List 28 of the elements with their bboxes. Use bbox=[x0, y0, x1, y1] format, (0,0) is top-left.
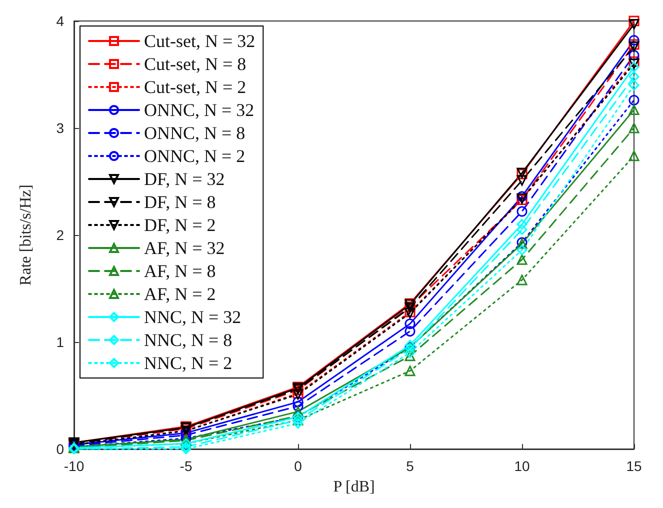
y-axis-title: Rate [bits/s/Hz] bbox=[18, 184, 34, 286]
legend-label: NNC, N = 8 bbox=[144, 330, 232, 350]
y-tick-label: 2 bbox=[56, 227, 64, 243]
legend-label: DF, N = 8 bbox=[144, 192, 216, 212]
legend-label: AF, N = 8 bbox=[144, 261, 216, 281]
y-tick-label: 0 bbox=[56, 441, 64, 457]
legend-label: NNC, N = 2 bbox=[144, 353, 232, 373]
y-tick-label: 4 bbox=[56, 13, 64, 29]
legend-label: ONNC, N = 32 bbox=[144, 100, 254, 120]
x-tick-label: -10 bbox=[64, 458, 84, 474]
legend-label: AF, N = 2 bbox=[144, 284, 216, 304]
x-tick-label: -5 bbox=[180, 458, 192, 474]
legend-label: NNC, N = 32 bbox=[144, 307, 242, 327]
legend-label: ONNC, N = 2 bbox=[144, 146, 246, 166]
legend-label: Cut-set, N = 8 bbox=[144, 54, 246, 74]
x-tick-label: 10 bbox=[514, 458, 530, 474]
legend-label: Cut-set, N = 32 bbox=[144, 31, 256, 51]
x-axis-title: P [dB] bbox=[333, 478, 375, 496]
y-tick-label: 1 bbox=[56, 334, 64, 350]
x-tick-label: 15 bbox=[626, 458, 642, 474]
legend-label: DF, N = 2 bbox=[144, 215, 216, 235]
legend-label: DF, N = 32 bbox=[144, 169, 225, 189]
x-tick-label: 0 bbox=[294, 458, 302, 474]
y-tick-label: 3 bbox=[56, 120, 64, 136]
legend-label: ONNC, N = 8 bbox=[144, 123, 246, 143]
x-tick-label: 5 bbox=[406, 458, 414, 474]
legend-label: Cut-set, N = 2 bbox=[144, 77, 246, 97]
legend-label: AF, N = 32 bbox=[144, 238, 225, 258]
